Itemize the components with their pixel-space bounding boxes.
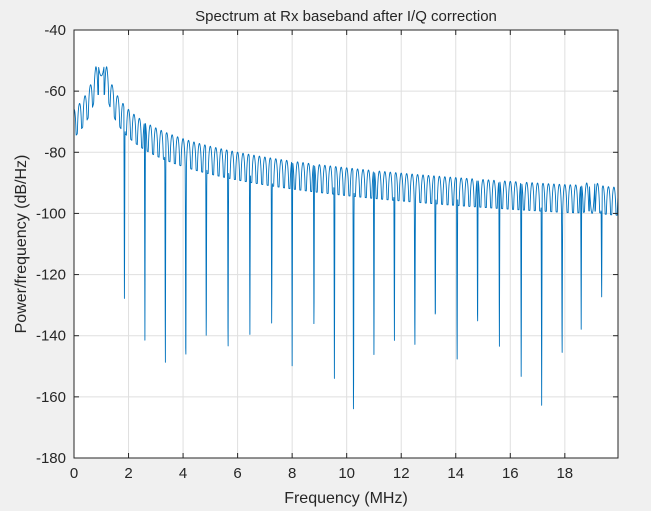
x-tick-label: 16 bbox=[502, 465, 519, 482]
x-tick-label: 6 bbox=[233, 465, 241, 482]
x-tick-label: 14 bbox=[447, 465, 464, 482]
x-axis-label: Frequency (MHz) bbox=[284, 490, 408, 507]
y-tick-label: -120 bbox=[36, 267, 66, 284]
x-tick-label: 18 bbox=[556, 465, 573, 482]
y-ticks: -180 -160 -140 -120 -100 -80 -60 -40 bbox=[36, 22, 618, 467]
y-axis-label: Power/frequency (dB/Hz) bbox=[13, 155, 30, 334]
chart-title: Spectrum at Rx baseband after I/Q correc… bbox=[195, 8, 497, 25]
series-layer bbox=[73, 66, 619, 410]
x-tick-label: 12 bbox=[393, 465, 410, 482]
y-tick-label: -80 bbox=[44, 144, 66, 161]
y-tick-label: -60 bbox=[44, 83, 66, 100]
y-tick-label: -100 bbox=[36, 205, 66, 222]
y-tick-label: -160 bbox=[36, 389, 66, 406]
y-tick-label: -180 bbox=[36, 450, 66, 467]
x-tick-label: 4 bbox=[179, 465, 187, 482]
y-tick-label: -40 bbox=[44, 22, 66, 39]
axes-background bbox=[74, 30, 618, 458]
x-tick-label: 8 bbox=[288, 465, 296, 482]
y-tick-label: -140 bbox=[36, 328, 66, 345]
x-tick-label: 10 bbox=[338, 465, 355, 482]
x-ticks: 0 2 4 6 8 10 12 14 16 18 bbox=[70, 30, 573, 482]
x-tick-label: 2 bbox=[124, 465, 132, 482]
axes-frame bbox=[73, 29, 619, 459]
x-tick-label: 0 bbox=[70, 465, 78, 482]
spectrum-line bbox=[73, 66, 619, 410]
